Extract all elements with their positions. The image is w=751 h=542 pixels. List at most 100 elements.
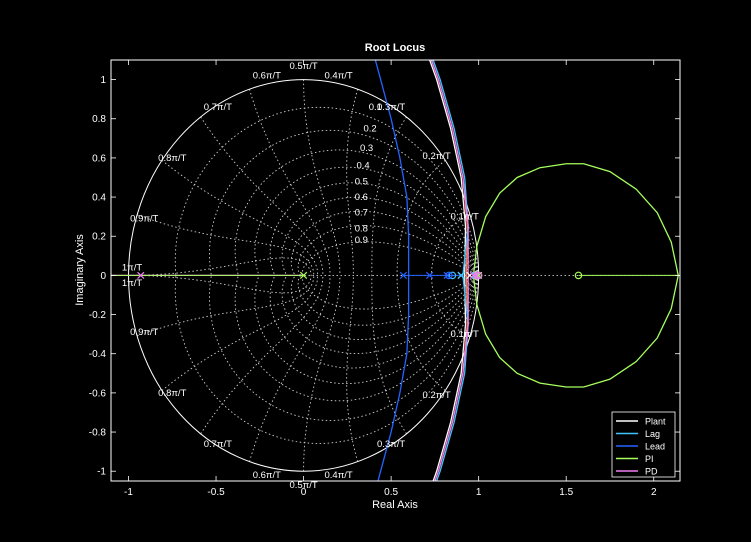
nat-freq-curve xyxy=(136,275,315,337)
pole-marker-pd xyxy=(473,271,481,280)
legend-box xyxy=(611,411,676,478)
y-tick-label: -0.2 xyxy=(89,310,107,321)
damping-curve xyxy=(290,210,479,276)
nat-freq-curve xyxy=(346,89,359,276)
legend-label-plant: Plant xyxy=(645,417,666,427)
nat-freq-curve xyxy=(431,275,471,337)
y-tick-label: 0 xyxy=(100,271,106,282)
pole-marker-pd xyxy=(137,271,145,280)
zero-marker-lead xyxy=(445,271,453,280)
nat-freq-curve xyxy=(249,89,331,276)
legend-entries: Plant Lag Lead PI PD xyxy=(616,417,666,477)
y-tick-label: 0.8 xyxy=(92,114,106,125)
nat-freq-label: 1π/T xyxy=(122,278,142,289)
y-tick-label: -1 xyxy=(97,467,106,478)
nat-freq-curve xyxy=(161,159,319,276)
y-tick-label: 0.6 xyxy=(92,153,106,164)
zero-marker-pd xyxy=(474,271,483,280)
x-tick-label: 1.5 xyxy=(559,487,573,498)
damping-label: 0.9 xyxy=(355,235,368,246)
locus-layer xyxy=(111,60,680,481)
damping-curve xyxy=(281,275,480,354)
nat-freq-label: 0.6π/T xyxy=(253,470,281,481)
nat-freq-label: 0.2π/T xyxy=(423,151,451,162)
damping-curve xyxy=(269,182,480,276)
damping-label: 0.2 xyxy=(364,124,377,135)
legend-label-lag: Lag xyxy=(645,429,660,439)
damping-label: 0.7 xyxy=(355,208,368,219)
locus-branch-pi-lower xyxy=(472,275,679,388)
locus-branch-pi-upper xyxy=(472,163,679,276)
y-tick-label: 0.4 xyxy=(92,193,106,204)
x-axis-label: Real Axis xyxy=(372,499,418,511)
y-tick-label: -0.6 xyxy=(89,388,107,399)
x-tick-label: 0 xyxy=(301,487,307,498)
y-tick-label: -0.8 xyxy=(89,428,107,439)
damping-curve xyxy=(234,149,480,276)
pole-marker-lead xyxy=(399,271,408,280)
nat-freq-curve xyxy=(200,116,324,276)
nat-freq-curve xyxy=(249,275,331,462)
nat-freq-label: 0.4π/T xyxy=(324,71,352,82)
nat-freq-curve xyxy=(200,275,324,435)
nat-freq-label: 0.5π/T xyxy=(289,480,317,491)
damping-curve xyxy=(209,129,480,276)
nat-freq-label: 0.9π/T xyxy=(130,214,158,225)
pole-marker-lead xyxy=(426,271,434,280)
locus-branch-lead-upper xyxy=(374,60,410,276)
nat-freq-label: 0.7π/T xyxy=(204,439,232,450)
chart-title: Root Locus xyxy=(365,42,426,54)
nat-freq-curve xyxy=(136,214,315,276)
nat-freq-label: 0.6π/T xyxy=(253,71,281,82)
axis-ticks: -1 -0.5 0 0.5 1 1.5 2 -1 -0.8 -0.6 -0.4 -0.2 0 0.2 0.4… xyxy=(89,60,680,498)
nat-freq-label: 0.5π/T xyxy=(289,61,317,72)
damping-label: 0.8 xyxy=(355,223,368,234)
legend-label-pi: PI xyxy=(645,454,654,464)
damping-label: 0.5 xyxy=(355,176,368,187)
damping-curve xyxy=(269,275,480,369)
nat-freq-label: 0.3π/T xyxy=(377,439,405,450)
damping-curve xyxy=(174,275,480,444)
locus-branch-plant-lower xyxy=(432,275,467,481)
damping-curve xyxy=(254,275,480,385)
nat-freq-label: 0.7π/T xyxy=(204,102,232,113)
locus-branch-pd-upper xyxy=(430,60,469,276)
nat-freq-curve xyxy=(371,116,407,276)
x-tick-label: -0.5 xyxy=(207,487,225,498)
nat-freq-label: 0.8π/T xyxy=(158,388,186,399)
x-tick-label: 2 xyxy=(651,487,657,498)
nat-freq-label: 1π/T xyxy=(122,263,142,274)
y-tick-label: 1 xyxy=(100,75,106,86)
damping-label: 0.4 xyxy=(357,161,370,172)
legend: Plant Lag Lead PI PD xyxy=(611,411,676,478)
locus-branch-plant-upper xyxy=(428,60,467,276)
damping-curve xyxy=(174,106,480,276)
nat-freq-curve xyxy=(346,275,359,462)
x-tick-label: 0.5 xyxy=(384,487,398,498)
pole-zero-markers xyxy=(137,271,583,280)
locus-branch-lead-lower xyxy=(377,275,410,481)
locus-branch-lag-lower xyxy=(435,275,469,481)
axes-box xyxy=(110,59,681,482)
nat-freq-label: 0.4π/T xyxy=(324,470,352,481)
locus-branch-pd-lower xyxy=(434,275,469,481)
plot-area: 0.10.20.30.40.50.60.70.80.90.1π/T0.1π/T0… xyxy=(89,59,681,498)
pole-marker-lag xyxy=(457,271,465,280)
nat-freq-curve xyxy=(431,214,471,276)
y-tick-label: -0.4 xyxy=(89,349,107,360)
x-tick-label: -1 xyxy=(124,487,133,498)
pole-marker-lead xyxy=(443,271,451,280)
damping-label: 0.1 xyxy=(369,102,382,113)
nat-freq-curve xyxy=(303,275,341,472)
zero-marker-lag xyxy=(448,271,457,280)
damping-label: 0.6 xyxy=(355,192,368,203)
nat-freq-curve xyxy=(396,275,446,391)
damping-curve xyxy=(209,275,480,421)
damping-curve xyxy=(297,275,479,326)
nat-freq-curve xyxy=(303,79,341,276)
nat-freq-label: 0.1π/T xyxy=(451,329,479,340)
nat-freq-label: 0.3π/T xyxy=(377,102,405,113)
pole-marker-pi xyxy=(299,271,308,280)
damping-curve xyxy=(290,275,479,340)
